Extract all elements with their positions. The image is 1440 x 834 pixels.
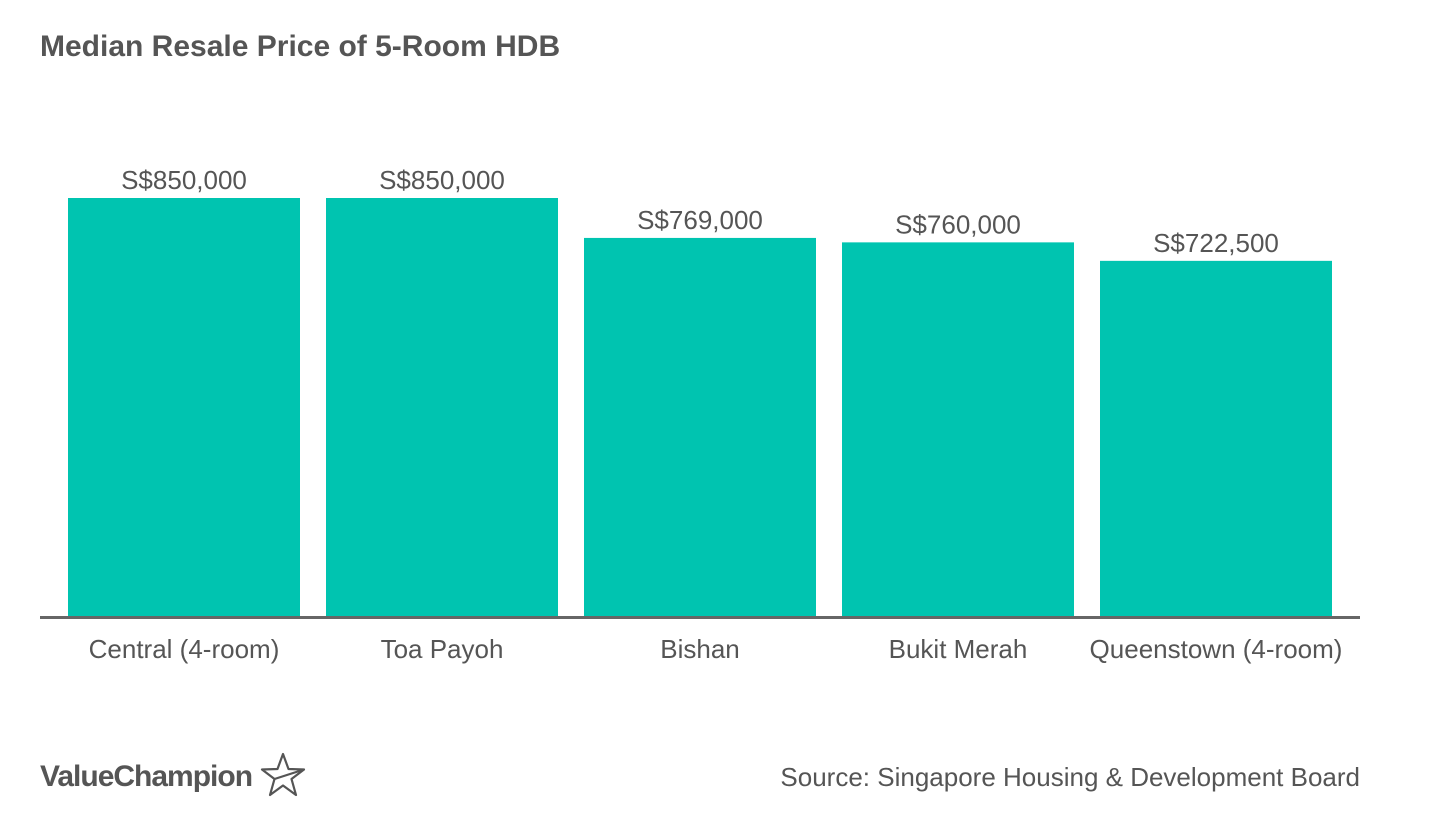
bar-2 [584, 237, 816, 618]
bar-value-label-1: S$850,000 [379, 165, 505, 195]
bar-value-label-3: S$760,000 [895, 209, 1021, 239]
category-labels-layer: Central (4-room) Toa Payoh Bishan Bukit Mer… [89, 634, 1343, 664]
bar-4 [1100, 260, 1332, 617]
category-label-3: Bukit Merah [889, 634, 1028, 664]
bar-value-label-4: S$722,500 [1153, 228, 1279, 258]
bars-layer [68, 198, 1332, 618]
chart-title: Median Resale Price of 5-Room HDB [40, 30, 561, 63]
bar-1 [326, 198, 558, 617]
bar-0 [68, 198, 300, 617]
bar-value-label-2: S$769,000 [637, 205, 763, 235]
value-labels-layer: S$850,000 S$850,000 S$769,000 S$760,000 S$72… [121, 165, 1279, 258]
category-label-2: Bishan [660, 634, 740, 664]
star-outline-icon [258, 751, 308, 804]
brand-logo-text: ValueChampion [40, 760, 253, 793]
source-note: Source: Singapore Housing & Development … [780, 762, 1360, 792]
category-label-4: Queenstown (4-room) [1090, 634, 1343, 664]
brand-logo: ValueChampion [40, 752, 308, 802]
category-label-0: Central (4-room) [89, 634, 280, 664]
bar-3 [842, 242, 1074, 618]
bar-value-label-0: S$850,000 [121, 165, 247, 195]
category-label-1: Toa Payoh [381, 634, 504, 664]
